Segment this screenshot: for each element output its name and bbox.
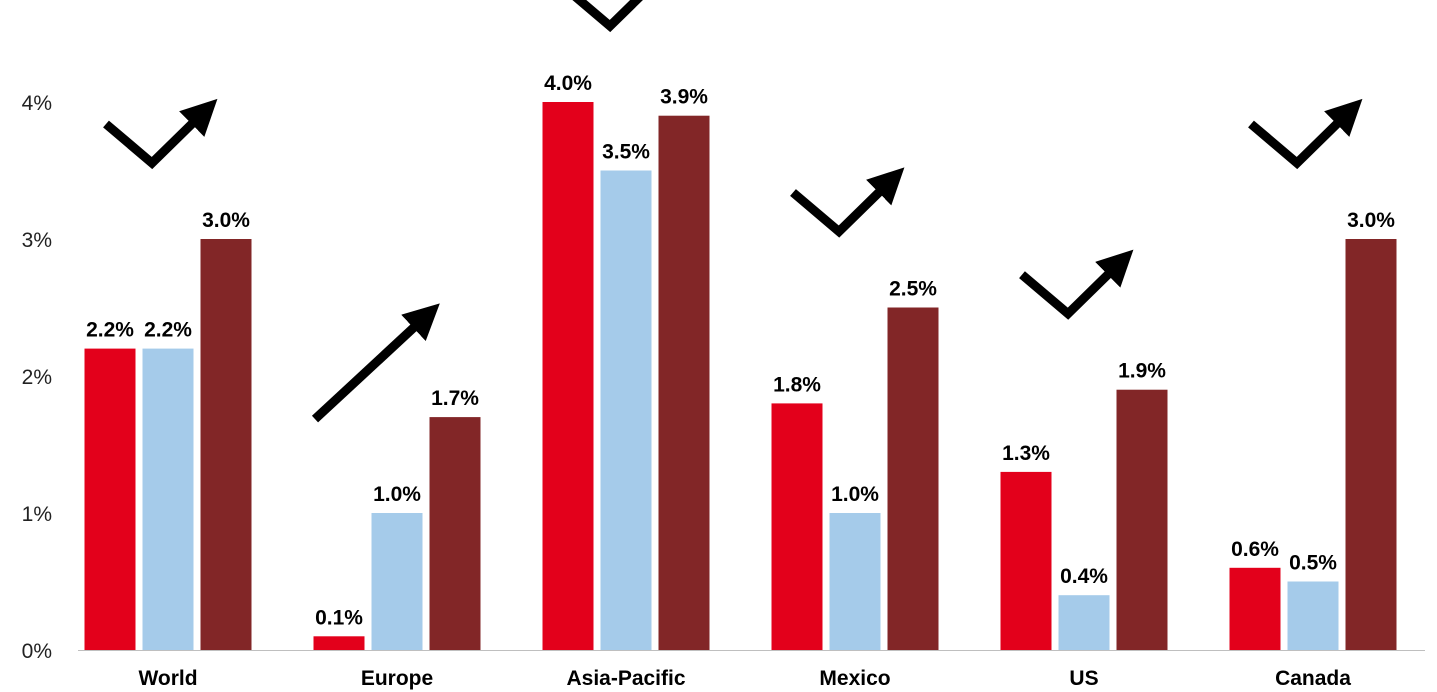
check-arrow-icon xyxy=(572,0,643,33)
data-label: 0.5% xyxy=(1289,552,1337,575)
data-label: 1.0% xyxy=(831,483,879,506)
bar-us-series-1 xyxy=(1000,471,1052,650)
bars-group xyxy=(84,102,1397,650)
y-tick-label: 2% xyxy=(22,366,52,389)
bar-asia-pacific-series-3 xyxy=(658,115,710,650)
check-arrow-icon xyxy=(1019,249,1134,320)
bar-us-series-3 xyxy=(1116,389,1168,650)
data-label: 0.1% xyxy=(315,606,363,629)
data-label: 2.2% xyxy=(86,319,134,342)
x-axis: World Europe Asia-Pacific Mexico US Canada xyxy=(138,667,1351,690)
bar-canada-series-1 xyxy=(1229,567,1281,650)
y-tick-label: 1% xyxy=(22,503,52,526)
category-label: Asia-Pacific xyxy=(566,667,685,690)
data-label: 3.9% xyxy=(660,86,708,109)
data-label: 4.0% xyxy=(544,72,592,95)
bar-world-series-2 xyxy=(142,348,194,650)
data-label: 1.7% xyxy=(431,387,479,410)
data-label: 0.4% xyxy=(1060,565,1108,588)
data-label: 3.0% xyxy=(1347,209,1395,232)
y-axis: 0% 1% 2% 3% 4% xyxy=(22,92,52,663)
data-label: 2.5% xyxy=(889,278,937,301)
data-label: 1.0% xyxy=(373,483,421,506)
category-label: World xyxy=(138,667,197,690)
check-arrow-icon xyxy=(790,167,905,238)
bar-europe-series-2 xyxy=(371,513,423,650)
bar-europe-series-3 xyxy=(429,417,481,650)
y-tick-label: 3% xyxy=(22,229,52,252)
annotations-group xyxy=(103,0,1363,423)
data-label: 1.8% xyxy=(773,373,821,396)
data-label: 1.9% xyxy=(1118,360,1166,383)
bar-mexico-series-2 xyxy=(829,513,881,650)
data-labels-group: 2.2% 2.2% 3.0% 0.1% 1.0% 1.7% 4.0% 3.5% 3.9% 1.8%… xyxy=(86,72,1395,629)
bar-europe-series-1 xyxy=(313,636,365,650)
bar-asia-pacific-series-1 xyxy=(542,102,594,650)
bar-world-series-3 xyxy=(200,239,252,650)
category-label: Canada xyxy=(1275,667,1351,690)
data-label: 3.5% xyxy=(602,141,650,164)
data-label: 3.0% xyxy=(202,209,250,232)
bar-mexico-series-1 xyxy=(771,403,823,650)
up-arrow-icon xyxy=(311,303,440,423)
y-tick-label: 4% xyxy=(22,92,52,115)
category-label: Mexico xyxy=(819,667,890,690)
bar-canada-series-2 xyxy=(1287,581,1339,650)
data-label: 1.3% xyxy=(1002,442,1050,465)
check-arrow-icon xyxy=(103,98,218,170)
bar-asia-pacific-series-2 xyxy=(600,170,652,650)
category-label: US xyxy=(1069,667,1098,690)
bar-world-series-1 xyxy=(84,348,136,650)
bar-mexico-series-3 xyxy=(887,307,939,650)
bar-canada-series-3 xyxy=(1345,239,1397,650)
data-label: 0.6% xyxy=(1231,538,1279,561)
check-arrow-icon xyxy=(1248,98,1363,170)
category-label: Europe xyxy=(361,667,433,690)
y-tick-label: 0% xyxy=(22,640,52,663)
data-label: 2.2% xyxy=(144,319,192,342)
bar-us-series-2 xyxy=(1058,595,1110,650)
